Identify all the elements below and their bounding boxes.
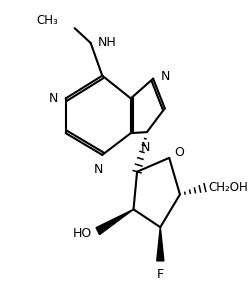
Text: CH₂OH: CH₂OH [208, 181, 248, 194]
Text: CH₃: CH₃ [37, 14, 58, 27]
Text: NH: NH [98, 37, 117, 49]
Text: F: F [157, 268, 164, 281]
Text: N: N [49, 92, 58, 105]
Text: N: N [94, 163, 103, 176]
Polygon shape [96, 209, 134, 235]
Polygon shape [157, 227, 164, 261]
Text: HO: HO [73, 227, 92, 240]
Text: N: N [160, 70, 170, 83]
Text: O: O [175, 146, 184, 159]
Text: N: N [140, 141, 150, 154]
